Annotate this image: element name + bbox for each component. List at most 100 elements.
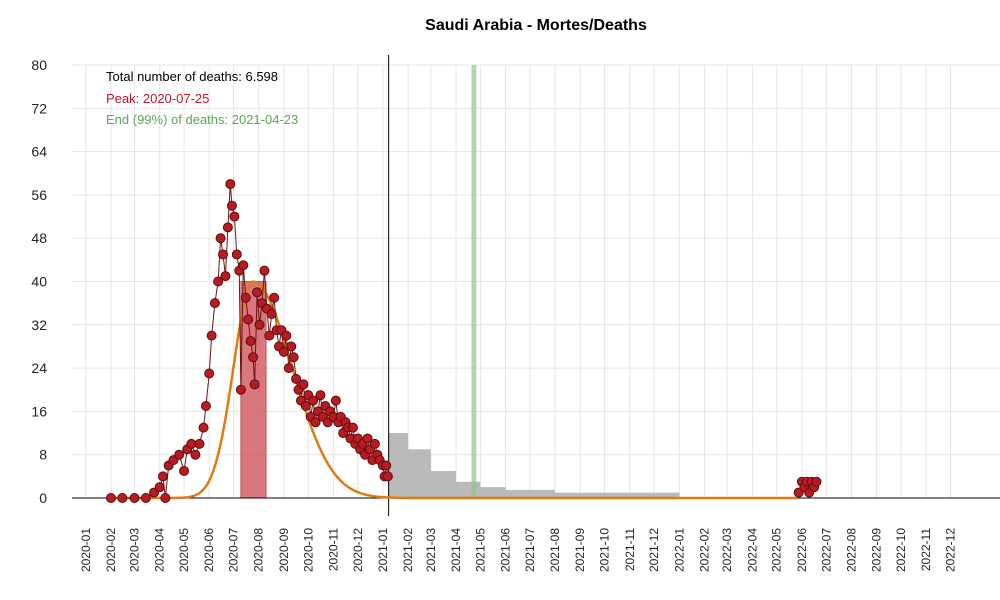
- x-tick-label: 2022-11: [919, 528, 933, 571]
- fit-curve: [110, 280, 798, 500]
- data-point: [278, 346, 289, 357]
- data-point: [209, 298, 220, 309]
- data-point: [266, 308, 277, 319]
- data-point: [245, 336, 256, 347]
- data-point: [291, 373, 302, 384]
- annotation-total: Total number of deaths: 6.598: [106, 69, 278, 84]
- x-tick-label: 2022-07: [819, 528, 833, 572]
- data-point: [310, 417, 321, 428]
- data-point: [298, 379, 309, 390]
- x-tick-label: 2020-05: [177, 528, 191, 572]
- x-tick-label: 2020-02: [104, 528, 118, 572]
- x-tick-label: 2020-04: [153, 528, 167, 572]
- data-point: [382, 471, 393, 482]
- x-tick-label: 2020-11: [326, 528, 340, 571]
- data-point: [238, 260, 249, 271]
- x-tick-label: 2021-09: [573, 528, 587, 572]
- data-point: [286, 341, 297, 352]
- data-point: [288, 352, 299, 363]
- data-point: [243, 314, 254, 325]
- data-point: [225, 179, 236, 190]
- data-point: [811, 476, 822, 487]
- data-point: [226, 200, 237, 211]
- x-tick-label: 2022-08: [844, 528, 858, 572]
- data-point: [231, 249, 242, 260]
- data-point: [200, 400, 211, 411]
- y-tick-label: 80: [31, 57, 47, 73]
- data-point: [330, 395, 341, 406]
- data-point: [315, 390, 326, 401]
- x-tick-label: 2022-02: [697, 528, 711, 572]
- data-point: [157, 471, 168, 482]
- x-tick-labels: 2020-01 2020-02 2020-03 2020-04 2020-05 2020-…: [79, 528, 958, 572]
- x-tick-label: 2020-09: [277, 528, 291, 572]
- data-point: [248, 352, 259, 363]
- y-tick-label: 0: [39, 490, 47, 506]
- data-point: [190, 449, 201, 460]
- y-tick-label: 8: [39, 447, 47, 463]
- data-point: [206, 330, 217, 341]
- fit-line: [110, 280, 798, 500]
- data-point: [140, 493, 151, 503]
- x-tick-label: 2022-01: [672, 528, 686, 572]
- x-tick-label: 2021-07: [523, 528, 537, 572]
- x-tick-label: 2021-10: [598, 528, 612, 572]
- data-point: [381, 460, 392, 471]
- y-tick-label: 48: [31, 230, 47, 246]
- data-point: [249, 379, 260, 390]
- data-point: [240, 292, 251, 303]
- end-band: [471, 65, 477, 498]
- y-tick-label: 16: [31, 403, 47, 419]
- data-point: [222, 222, 233, 233]
- data-point: [229, 211, 240, 222]
- data-point: [269, 292, 280, 303]
- data-point: [300, 400, 311, 411]
- y-tick-label: 40: [31, 274, 47, 290]
- y-tick-label: 32: [31, 317, 47, 333]
- x-tick-label: 2020-10: [301, 528, 315, 572]
- data-point: [308, 395, 319, 406]
- y-tick-label: 56: [31, 187, 47, 203]
- x-tick-label: 2020-01: [79, 528, 93, 572]
- data-point: [218, 249, 229, 260]
- x-tick-label: 2022-03: [720, 528, 734, 572]
- data-point: [235, 384, 246, 395]
- data-point: [362, 433, 373, 444]
- data-point: [160, 493, 171, 503]
- data-point: [204, 368, 215, 379]
- x-tick-label: 2021-11: [623, 528, 637, 571]
- x-tick-label: 2022-04: [745, 528, 759, 572]
- data-point: [347, 422, 358, 433]
- y-tick-label: 24: [31, 360, 47, 376]
- data-point: [215, 233, 226, 244]
- data-point: [179, 465, 190, 476]
- data-point: [129, 493, 140, 503]
- x-tick-label: 2022-10: [894, 528, 908, 572]
- x-tick-label: 2020-06: [202, 528, 216, 572]
- x-tick-label: 2022-09: [870, 528, 884, 572]
- x-tick-label: 2022-06: [795, 528, 809, 572]
- x-tick-label: 2020-07: [227, 528, 241, 572]
- data-point: [281, 330, 292, 341]
- data-point: [283, 363, 294, 374]
- y-tick-labels: 0 8 16 24 32 40 48 56 64 72 80: [31, 57, 47, 506]
- data-point: [194, 438, 205, 449]
- data-point: [220, 271, 231, 282]
- chart-title: Saudi Arabia - Mortes/Deaths: [425, 17, 647, 34]
- x-tick-label: 2021-04: [449, 528, 463, 572]
- x-tick-label: 2021-12: [647, 528, 661, 572]
- x-tick-label: 2021-08: [548, 528, 562, 572]
- observed-line: [110, 184, 817, 499]
- data-point: [259, 265, 270, 276]
- data-point: [154, 482, 165, 493]
- x-tick-label: 2021-06: [499, 528, 513, 572]
- x-tick-label: 2022-05: [770, 528, 784, 572]
- data-point: [198, 422, 209, 433]
- x-tick-label: 2022-12: [943, 528, 957, 572]
- data-point: [264, 330, 275, 341]
- grid: [72, 64, 1000, 499]
- x-tick-label: 2020-08: [252, 528, 266, 572]
- x-tick-label: 2020-12: [351, 528, 365, 572]
- x-tick-label: 2020-03: [128, 528, 142, 572]
